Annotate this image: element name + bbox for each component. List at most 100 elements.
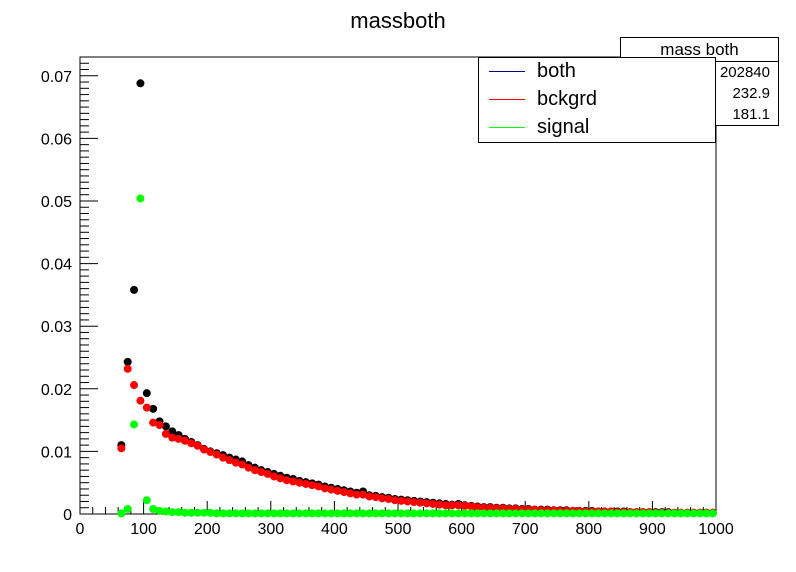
point-signal [689,509,698,518]
point-bckgrd [180,436,189,445]
point-bckgrd [130,381,139,390]
point-bckgrd [460,501,469,510]
point-signal [244,509,253,518]
point-bckgrd [149,418,158,427]
x-tick-label: 500 [385,521,412,538]
point-bckgrd [219,453,228,462]
point-signal [498,509,507,518]
y-tick-label: 0.01 [41,444,72,461]
point-signal [511,509,520,518]
point-signal [397,509,406,518]
point-both [149,404,158,413]
point-bckgrd [416,498,425,507]
point-signal [581,509,590,518]
point-signal [142,496,151,505]
point-signal [422,509,431,518]
point-signal [677,509,686,518]
chart-title: massboth [350,8,445,33]
point-signal [454,509,463,518]
point-bckgrd [320,484,329,493]
point-signal [683,509,692,518]
point-signal [250,509,259,518]
point-signal [295,509,304,518]
point-signal [435,509,444,518]
point-bckgrd [441,501,450,510]
point-signal [263,509,272,518]
point-signal [339,509,348,518]
point-signal [238,509,247,518]
y-tick-label: 0.06 [41,131,72,148]
point-signal [638,509,647,518]
point-bckgrd [371,493,380,502]
point-signal [600,509,609,518]
point-bckgrd [257,468,266,477]
point-signal [696,509,705,518]
point-both [161,422,170,431]
point-signal [289,509,298,518]
point-signal [269,509,278,518]
point-bckgrd [365,492,374,501]
point-bckgrd [142,403,151,412]
point-signal [619,509,628,518]
point-bckgrd [352,490,361,499]
axes-group: 0 100 200 300 400 500 600 700 800 900 1000 0 0.01 0.0… [41,56,734,538]
x-tick-label: 100 [130,521,157,538]
point-signal [333,509,342,518]
point-bckgrd [378,494,387,503]
legend-label-bckgrd: bckgrd [537,88,598,110]
point-signal [403,509,412,518]
legend-swatch-signal [489,127,525,128]
point-signal [492,509,501,518]
stats-mean-value: 232.9 [732,85,770,102]
point-signal [632,509,641,518]
point-signal [231,509,240,518]
x-tick-label: 200 [194,521,221,538]
y-tick-label: 0 [63,507,72,524]
point-signal [155,506,164,515]
data-points-group [117,79,717,518]
point-signal [664,509,673,518]
point-signal [225,509,234,518]
point-signal [308,509,317,518]
point-signal [409,509,418,518]
y-tick-label: 0.04 [41,257,72,274]
point-bckgrd [422,499,431,508]
point-bckgrd [346,489,355,498]
x-tick-label: 0 [76,521,85,538]
point-bckgrd [473,503,482,512]
point-signal [441,509,450,518]
y-tick-label: 0.03 [41,319,72,336]
legend: both bckgrd signal [478,57,716,143]
point-bckgrd [397,496,406,505]
point-bckgrd [314,482,323,491]
point-signal [702,509,711,518]
point-signal [320,509,329,518]
legend-item-both: both [479,58,715,86]
point-signal [359,509,368,518]
point-signal [168,508,177,517]
point-signal [518,509,527,518]
point-bckgrd [301,479,310,488]
point-bckgrd [403,497,412,506]
legend-label-both: both [537,60,576,82]
point-signal [200,508,209,517]
point-bckgrd [117,444,126,453]
point-signal [568,509,577,518]
legend-swatch-both [489,71,525,72]
point-bckgrd [448,501,457,510]
stats-stddev-value: 181.1 [732,106,770,123]
point-signal [276,509,285,518]
point-bckgrd [467,502,476,511]
point-signal [212,509,221,518]
point-signal [206,508,215,517]
stats-entries-value: 202840 [719,64,770,81]
point-signal [282,509,291,518]
point-bckgrd [308,481,317,490]
point-bckgrd [212,450,221,459]
point-bckgrd [168,433,177,442]
x-tick-label: 800 [575,521,602,538]
point-bckgrd [250,466,259,475]
point-bckgrd [276,474,285,483]
point-signal [301,509,310,518]
point-signal [428,509,437,518]
